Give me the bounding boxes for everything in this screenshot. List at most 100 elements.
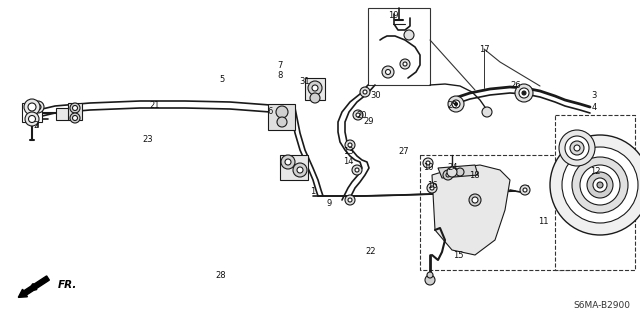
Circle shape bbox=[352, 165, 362, 175]
Polygon shape bbox=[305, 78, 325, 100]
Circle shape bbox=[308, 81, 322, 95]
Circle shape bbox=[25, 112, 39, 126]
Circle shape bbox=[587, 172, 613, 198]
Text: 17: 17 bbox=[479, 44, 490, 54]
Circle shape bbox=[385, 70, 390, 75]
Circle shape bbox=[423, 158, 433, 168]
Circle shape bbox=[355, 168, 359, 172]
Circle shape bbox=[35, 104, 41, 110]
Text: 26: 26 bbox=[511, 81, 522, 91]
Circle shape bbox=[345, 195, 355, 205]
Circle shape bbox=[353, 110, 363, 120]
Circle shape bbox=[277, 117, 287, 127]
Text: 25: 25 bbox=[448, 100, 458, 109]
Circle shape bbox=[469, 194, 481, 206]
Text: 18: 18 bbox=[468, 170, 479, 180]
Circle shape bbox=[472, 197, 478, 203]
Circle shape bbox=[448, 96, 464, 112]
Circle shape bbox=[593, 178, 607, 192]
Polygon shape bbox=[438, 165, 478, 178]
Circle shape bbox=[559, 130, 595, 166]
Circle shape bbox=[348, 143, 352, 147]
Polygon shape bbox=[268, 104, 295, 130]
Circle shape bbox=[452, 100, 460, 108]
Circle shape bbox=[425, 275, 435, 285]
Circle shape bbox=[523, 188, 527, 192]
Circle shape bbox=[310, 93, 320, 103]
Circle shape bbox=[281, 155, 295, 169]
Circle shape bbox=[562, 147, 638, 223]
Polygon shape bbox=[56, 108, 68, 120]
Circle shape bbox=[572, 157, 628, 213]
Circle shape bbox=[360, 87, 370, 97]
Circle shape bbox=[312, 85, 318, 91]
Text: 20: 20 bbox=[356, 110, 367, 120]
Circle shape bbox=[24, 99, 40, 115]
Text: FR.: FR. bbox=[58, 280, 77, 290]
Text: 31: 31 bbox=[300, 77, 310, 85]
Bar bbox=[555, 115, 635, 270]
Circle shape bbox=[580, 165, 620, 205]
Bar bbox=[368, 8, 430, 85]
Circle shape bbox=[363, 90, 367, 94]
Circle shape bbox=[446, 173, 450, 177]
Circle shape bbox=[72, 115, 77, 121]
Circle shape bbox=[70, 113, 80, 123]
Circle shape bbox=[285, 159, 291, 165]
Circle shape bbox=[427, 183, 437, 193]
Text: 13: 13 bbox=[342, 147, 353, 157]
Text: 11: 11 bbox=[538, 218, 548, 226]
Circle shape bbox=[403, 62, 407, 66]
Text: 21: 21 bbox=[150, 100, 160, 109]
Text: 28: 28 bbox=[216, 271, 227, 279]
Circle shape bbox=[427, 272, 433, 278]
Circle shape bbox=[570, 141, 584, 155]
Circle shape bbox=[574, 145, 580, 151]
Text: 8: 8 bbox=[277, 70, 283, 79]
Polygon shape bbox=[68, 103, 82, 120]
Text: 6: 6 bbox=[268, 107, 273, 115]
Circle shape bbox=[72, 106, 77, 110]
Circle shape bbox=[345, 140, 355, 150]
Circle shape bbox=[297, 167, 303, 173]
Circle shape bbox=[565, 136, 589, 160]
Text: 5: 5 bbox=[220, 75, 225, 84]
Circle shape bbox=[276, 106, 288, 118]
Circle shape bbox=[482, 107, 492, 117]
Circle shape bbox=[382, 66, 394, 78]
Text: 14: 14 bbox=[343, 158, 353, 167]
Text: 23: 23 bbox=[143, 136, 154, 145]
Text: 29: 29 bbox=[364, 117, 374, 127]
Circle shape bbox=[29, 115, 35, 122]
Polygon shape bbox=[280, 155, 308, 180]
Text: 10: 10 bbox=[423, 164, 433, 173]
Polygon shape bbox=[432, 165, 510, 255]
Circle shape bbox=[70, 103, 80, 113]
Circle shape bbox=[520, 185, 530, 195]
Text: 2: 2 bbox=[33, 121, 38, 130]
Circle shape bbox=[597, 182, 603, 188]
Text: 3: 3 bbox=[591, 92, 596, 100]
Circle shape bbox=[356, 113, 360, 117]
Text: 30: 30 bbox=[371, 91, 381, 100]
Circle shape bbox=[426, 161, 430, 165]
FancyArrow shape bbox=[19, 276, 49, 297]
Circle shape bbox=[400, 59, 410, 69]
Circle shape bbox=[293, 163, 307, 177]
Bar bbox=[420, 155, 575, 270]
Text: 15: 15 bbox=[452, 250, 463, 259]
Text: 22: 22 bbox=[365, 247, 376, 256]
Text: 24: 24 bbox=[448, 164, 458, 173]
Circle shape bbox=[32, 101, 44, 113]
Text: 7: 7 bbox=[277, 62, 283, 70]
Polygon shape bbox=[22, 103, 42, 122]
Circle shape bbox=[404, 30, 414, 40]
Text: 1: 1 bbox=[310, 188, 316, 197]
Circle shape bbox=[522, 91, 526, 95]
Circle shape bbox=[443, 170, 453, 180]
Circle shape bbox=[28, 103, 36, 111]
Circle shape bbox=[447, 167, 457, 177]
Circle shape bbox=[456, 168, 464, 176]
Circle shape bbox=[550, 135, 640, 235]
Circle shape bbox=[515, 84, 533, 102]
